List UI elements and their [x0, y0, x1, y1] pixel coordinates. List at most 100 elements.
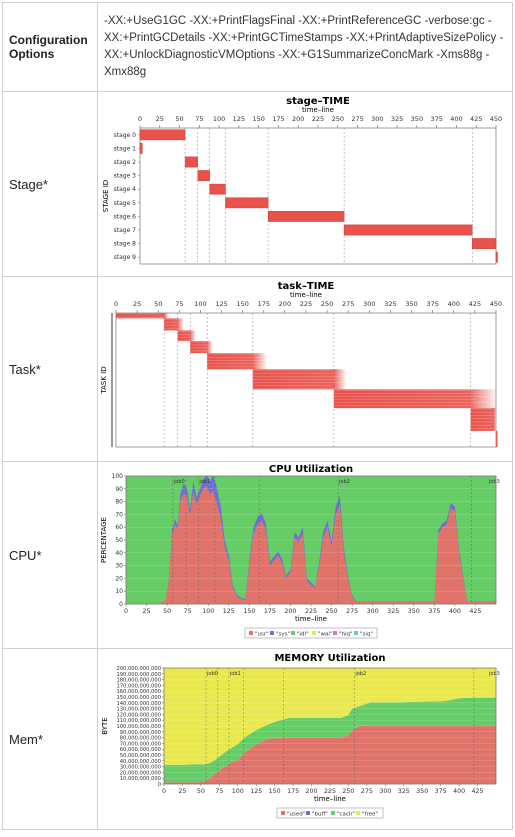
x-tick-label: 175	[258, 300, 270, 308]
stage-category-label: stage 8	[114, 241, 137, 248]
stage-bar	[209, 183, 226, 195]
stage-bar	[139, 129, 186, 141]
x-axis-label: time–line	[295, 615, 327, 623]
x-tick-label: 300	[379, 788, 391, 795]
y-tick-label: 40	[115, 550, 123, 557]
job-marker-label: job1	[198, 479, 210, 485]
y-tick-label: 20	[115, 575, 123, 582]
x-tick-label: 50	[154, 300, 162, 308]
legend-swatch	[281, 811, 285, 815]
y-tick-label: 90	[115, 486, 123, 493]
x-tick-label: 100	[213, 115, 225, 123]
y-tick-label: 150,000,000,000	[116, 695, 161, 701]
stage-bar	[184, 156, 198, 168]
x-tick-label: 100	[194, 300, 206, 308]
y-tick-label: 60,000,000,000	[120, 747, 161, 753]
legend-box	[276, 807, 384, 819]
chart-title: CPU Utilization	[269, 464, 353, 475]
x-tick-label: 300	[367, 608, 379, 615]
legend-swatch	[333, 631, 337, 635]
x-tick-label: 200	[292, 115, 304, 123]
task-bar-group	[177, 330, 196, 342]
stage-label: Stage*	[2, 91, 98, 277]
x-tick-label: 150	[236, 300, 248, 308]
mem-chart-cell: MEMORY Utilization 0 10,000,000,000 20,000,…	[97, 648, 513, 830]
task-bar-group	[190, 341, 213, 354]
stage-bar	[267, 211, 345, 222]
x-tick-label: 75	[175, 300, 183, 308]
y-tick-label: 0	[158, 782, 161, 788]
x-tick-label: 150	[243, 608, 255, 615]
job-marker-label: job1	[229, 671, 241, 677]
x-tick-label: 250	[342, 788, 354, 795]
area-layers	[126, 476, 496, 604]
stage-bar	[139, 143, 143, 154]
x-tick-label: 400	[453, 788, 465, 795]
x-tick-label: 100	[202, 608, 214, 615]
x-tick-label: 250	[321, 300, 333, 308]
stage-category-label: stage 3	[114, 173, 137, 180]
y-tick-label: 30,000,000,000	[120, 765, 161, 771]
y-tick-label: 110,000,000,000	[116, 718, 161, 724]
y-tick-label: 100,000,000,000	[116, 724, 161, 730]
x-tick-label: 125	[233, 115, 245, 123]
x-tick-label: 425	[472, 788, 484, 795]
x-tick-label: 425	[469, 300, 481, 308]
x-tick-label: 225	[305, 608, 317, 615]
x-tick-label: 50	[197, 788, 205, 795]
x-tick-label: 0	[124, 608, 128, 615]
task-bar-group	[164, 318, 184, 331]
legend-label: "sys"	[276, 631, 290, 637]
y-tick-label: 0	[119, 601, 123, 608]
task-bar-group	[470, 408, 496, 431]
plot-frame	[125, 475, 497, 605]
task-bar-group	[496, 430, 498, 447]
x-tick-label: 25	[133, 300, 141, 308]
x-axis-label: time–line	[290, 291, 322, 299]
stage-row: Stage* stage–TIME time–line 0 25 50 75 100 125 1…	[2, 91, 513, 277]
x-tick-label: 175	[264, 608, 276, 615]
x-tick-label: 350	[416, 788, 428, 795]
stage-bar	[472, 238, 497, 249]
legend-swatch	[270, 631, 274, 635]
config-label: Configuration Options	[2, 2, 98, 92]
y-axis-label: TASK ID	[100, 366, 108, 394]
cpu-chart-cell: CPU Utilization 0 10 20 30 40 50 60 70 80 90 100 0 25…	[97, 461, 513, 649]
memory-utilization-chart: MEMORY Utilization 010,000,000,00020,000,…	[101, 653, 500, 819]
chart-title: MEMORY Utilization	[274, 653, 385, 664]
y-tick-label: 50,000,000,000	[120, 753, 161, 759]
y-tick-label: 10	[115, 588, 123, 595]
x-tick-label: 150	[252, 115, 264, 123]
y-tick-label: 130,000,000,000	[116, 707, 161, 713]
x-tick-label: 325	[387, 608, 399, 615]
x-tick-label: 75	[184, 608, 192, 615]
x-tick-label: 375	[426, 300, 438, 308]
x-tick-label: 350	[411, 115, 423, 123]
x-tick-label: 0	[162, 788, 166, 795]
x-tick-label: 275	[351, 115, 363, 123]
job-marker-label: job2	[354, 671, 366, 677]
x-tick-label: 225	[324, 788, 336, 795]
y-axis-label: BYTE	[101, 717, 109, 734]
x-tick-label: 25	[156, 115, 164, 123]
task-row: Task* task–TIME time–line 0 25 50 75 100 125 150…	[2, 276, 513, 462]
mem-row: Mem* MEMORY Utilization 0 10,000,000,000 20…	[2, 648, 513, 830]
area-layers	[164, 668, 496, 784]
x-tick-label: 50	[175, 115, 183, 123]
legend-swatch	[249, 631, 253, 635]
y-tick-label: 140,000,000,000	[116, 701, 161, 707]
stage-category-label: stage 4	[114, 186, 137, 193]
x-tick-label: 0	[138, 115, 142, 123]
x-tick-label: 250	[332, 115, 344, 123]
legend-swatch	[356, 811, 360, 815]
x-tick-label: 200	[284, 608, 296, 615]
mem-label: Mem*	[2, 648, 98, 830]
x-tick-label: 125	[223, 608, 235, 615]
y-tick-label: 50	[115, 537, 123, 544]
x-tick-label: 400	[450, 115, 462, 123]
x-tick-label: 200	[279, 300, 291, 308]
y-tick-label: 70	[115, 511, 123, 518]
config-options-text: -XX:+UseG1GC -XX:+PrintFlagsFinal -XX:+P…	[97, 2, 513, 92]
area-series-free	[164, 668, 496, 765]
